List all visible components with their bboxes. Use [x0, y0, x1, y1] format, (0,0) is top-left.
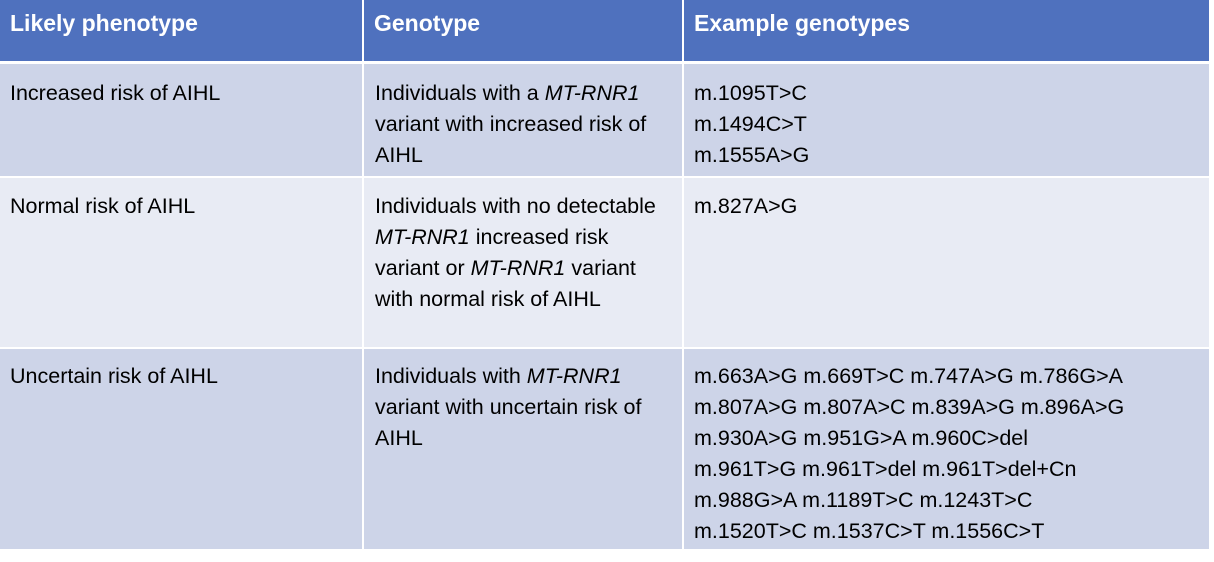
example-genotype-line: m.961T>G m.961T>del m.961T>del+Cn [694, 457, 1077, 481]
header-example-genotypes: Example genotypes [684, 0, 1211, 64]
genotype-text: Individuals with no detectable [375, 194, 656, 218]
genotype-text: variant with increased risk of AIHL [375, 112, 647, 167]
gene-name: MT-RNR1 [544, 81, 640, 105]
header-genotype: Genotype [364, 0, 684, 64]
gene-name: MT-RNR1 [470, 256, 566, 280]
phenotype-cell: Normal risk of AIHL [0, 178, 364, 349]
genotype-cell: Individuals with MT-RNR1 variant with un… [364, 349, 684, 551]
genotype-phenotype-table: Likely phenotype Genotype Example genoty… [0, 0, 1211, 551]
genotype-cell: Individuals with a MT-RNR1 variant with … [364, 64, 684, 178]
table-row: Increased risk of AIHL Individuals with a… [0, 64, 1211, 178]
genotype-text: increased risk variant or [375, 225, 609, 280]
example-genotype-line: m.663A>G m.669T>C m.747A>G m.786G>A [694, 364, 1124, 388]
example-genotype-line: m.988G>A m.1189T>C m.1243T>C [694, 488, 1033, 512]
example-genotype-line: m.807A>G m.807A>C m.839A>G m.896A>G [694, 395, 1125, 419]
genotype-text: Individuals with [375, 364, 527, 388]
example-genotypes-cell: m.1095T>C m.1494C>T m.1555A>G [684, 64, 1211, 178]
gene-name: MT-RNR1 [526, 364, 622, 388]
phenotype-cell: Uncertain risk of AIHL [0, 349, 364, 551]
genotype-text: Individuals with a [375, 81, 545, 105]
example-genotype-line: m.1555A>G [694, 143, 810, 167]
header-likely-phenotype: Likely phenotype [0, 0, 364, 64]
example-genotype-line: m.1520T>C m.1537C>T m.1556C>T [694, 519, 1045, 543]
genotype-text: variant with uncertain risk of AIHL [375, 395, 642, 450]
example-genotype-line: m.930A>G m.951G>A m.960C>del [694, 426, 1029, 450]
table-row: Uncertain risk of AIHL Individuals with M… [0, 349, 1211, 551]
phenotype-cell: Increased risk of AIHL [0, 64, 364, 178]
table-row: Normal risk of AIHL Individuals with no d… [0, 178, 1211, 349]
example-genotype-line: m.1095T>C [694, 81, 807, 105]
example-genotypes-cell: m.663A>G m.669T>C m.747A>G m.786G>A m.807… [684, 349, 1211, 551]
gene-name: MT-RNR1 [375, 225, 470, 249]
example-genotype-line: m.1494C>T [694, 112, 807, 136]
genotype-cell: Individuals with no detectable MT-RNR1 i… [364, 178, 684, 349]
header-row: Likely phenotype Genotype Example genoty… [0, 0, 1211, 64]
genotype-text: variant with normal risk of AIHL [375, 256, 636, 311]
example-genotypes-cell: m.827A>G [684, 178, 1211, 349]
example-genotype-line: m.827A>G [694, 194, 798, 218]
